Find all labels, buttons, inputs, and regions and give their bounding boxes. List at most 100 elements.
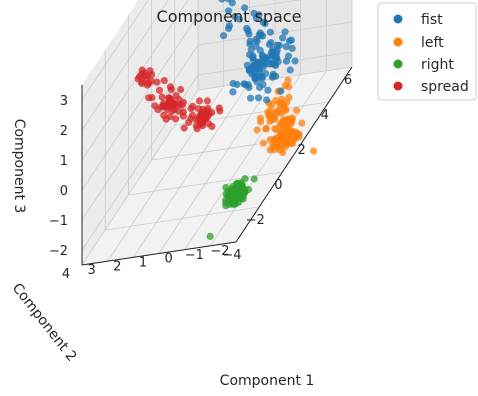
data-point-spread [180,124,188,132]
x-tick-label: 0 [274,178,282,193]
data-point-fist [272,51,280,60]
gridline-y [209,70,327,247]
data-point-left [257,118,265,126]
data-point-fist [256,67,264,75]
data-point-left [253,126,261,134]
data-point-left [280,104,288,112]
gridline-z [81,0,149,101]
data-point-fist [252,35,260,44]
data-point-spread [176,101,184,109]
data-point-spread [195,97,204,105]
data-point-fist [291,57,299,65]
data-point-fist [229,88,237,96]
data-point-fist [235,15,243,23]
y-tick-label: −1 [185,248,204,263]
data-point-spread [204,112,212,120]
legend-marker-right [393,59,403,69]
z-tick-label: −2 [49,244,68,259]
y-axis-line [81,241,237,266]
legend-label-left: left [421,35,444,51]
data-point-spread [153,78,161,86]
data-point-fist [267,39,275,47]
data-point-fist [252,42,260,50]
data-point-fist [273,41,281,49]
data-point-fist [243,24,251,33]
data-point-fist [254,94,263,102]
gridline-z [81,44,199,221]
data-point-spread [158,93,166,101]
data-point-fist [247,94,255,102]
x-axis-label: Component 1 [220,373,315,389]
data-point-spread [160,77,168,85]
data-point-fist [272,72,280,80]
x-tick-label: 2 [297,143,305,158]
legend-label-fist: fist [421,12,443,28]
data-point-left [310,147,318,155]
data-point-fist [253,78,261,86]
data-point-fist [241,4,249,12]
legend-label-spread: spread [421,79,469,95]
data-point-fist [220,32,228,40]
data-point-fist [286,66,294,74]
y-tick-label: 1 [139,256,147,271]
data-point-spread [155,86,164,94]
data-point-fist [272,61,280,69]
gridline-z [197,21,353,46]
x-tick-label: −4 [222,248,241,263]
data-point-right [239,195,247,203]
y-tick-label: 4 [62,267,70,282]
data-point-fist [263,96,271,104]
data-point-fist [245,30,253,38]
data-point-fist [282,43,290,51]
data-point-spread [167,86,175,94]
legend-marker-spread [393,81,403,91]
data-point-right [241,175,249,183]
data-point-spread [208,122,216,130]
data-point-fist [287,36,295,44]
gridline-z [81,14,199,191]
data-point-spread [203,97,211,105]
legend-frame [377,2,477,101]
data-point-left [284,76,292,84]
data-point-right [240,188,249,197]
data-point-fist [282,57,291,65]
data-point-left [274,143,282,151]
y-tick-label: 0 [165,252,173,267]
legend-marker-left [393,37,403,47]
data-point-fist [261,20,269,28]
x-tick-label: −2 [246,213,265,228]
data-point-spread [175,95,183,103]
z-tick-label: −1 [49,214,68,229]
data-point-spread [140,72,148,80]
data-point-fist [279,34,287,42]
data-point-left [293,130,301,138]
data-point-fist [241,81,249,89]
data-point-spread [162,115,170,123]
data-point-fist [261,69,270,78]
data-point-left [293,106,301,114]
gridline-z [197,0,302,16]
x-axis-line [235,66,353,243]
z-tick-label: 1 [60,154,68,169]
data-point-fist [264,86,272,94]
data-point-right [250,175,258,183]
z-tick-label: 3 [60,94,68,109]
x-tick-label: 4 [321,108,329,123]
y-tick-label: 3 [88,263,96,278]
data-point-spread [216,107,224,115]
z-tick-label: 0 [60,184,68,199]
data-point-spread [151,102,159,110]
data-point-fist [266,55,274,63]
y-axis-label: Component 2 [9,280,80,364]
data-point-fist [281,28,289,36]
data-point-spread [196,119,204,127]
data-point-fist [266,28,274,36]
data-point-spread [172,115,180,123]
legend-marker-fist [393,14,403,24]
chart-title: Component space [157,7,302,26]
data-point-fist [277,87,285,95]
data-point-left [262,124,270,133]
data-point-spread [185,118,193,127]
